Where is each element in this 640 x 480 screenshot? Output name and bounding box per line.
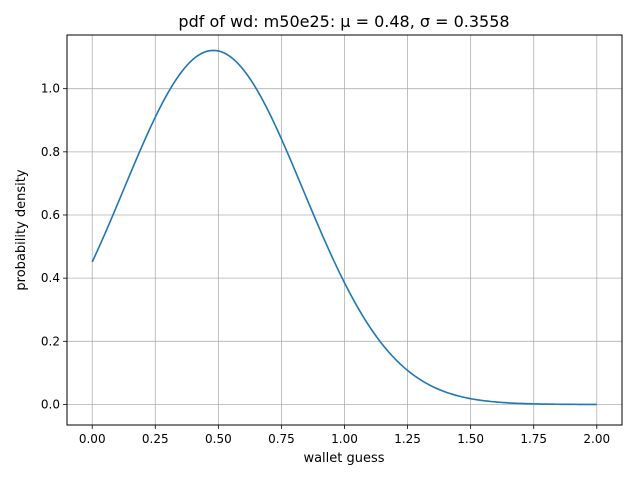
y-tick-label: 0.4 [41, 271, 60, 285]
grid [67, 35, 622, 425]
y-tick-label: 0.2 [41, 334, 60, 348]
y-tick-label: 0.8 [41, 145, 60, 159]
pdf-line [91, 49, 597, 406]
y-tick-label: 0.6 [41, 208, 60, 222]
x-tick-label: 1.75 [520, 432, 547, 446]
y-axis-ticks: 0.0 0.2 0.4 0.6 0.8 1.0 [41, 82, 67, 411]
x-tick-label: 0.00 [79, 432, 106, 446]
x-axis-label: wallet guess [303, 451, 384, 466]
x-tick-label: 0.75 [268, 432, 295, 446]
y-tick-label: 0.0 [41, 397, 60, 411]
chart-title: pdf of wd: m50e25: μ = 0.48, σ = 0.3558 [178, 12, 509, 31]
x-axis-ticks: 0.00 0.25 0.50 0.75 1.00 1.25 1.50 1.75 2.00 [79, 425, 610, 446]
x-tick-label: 1.25 [394, 432, 421, 446]
x-tick-label: 1.00 [331, 432, 358, 446]
x-tick-label: 0.50 [205, 432, 232, 446]
y-tick-label: 1.0 [41, 82, 60, 96]
y-axis-label: probability density [14, 169, 29, 290]
series-layer [91, 49, 597, 406]
x-tick-label: 2.00 [583, 432, 610, 446]
x-tick-label: 1.50 [457, 432, 484, 446]
x-tick-label: 0.25 [142, 432, 169, 446]
